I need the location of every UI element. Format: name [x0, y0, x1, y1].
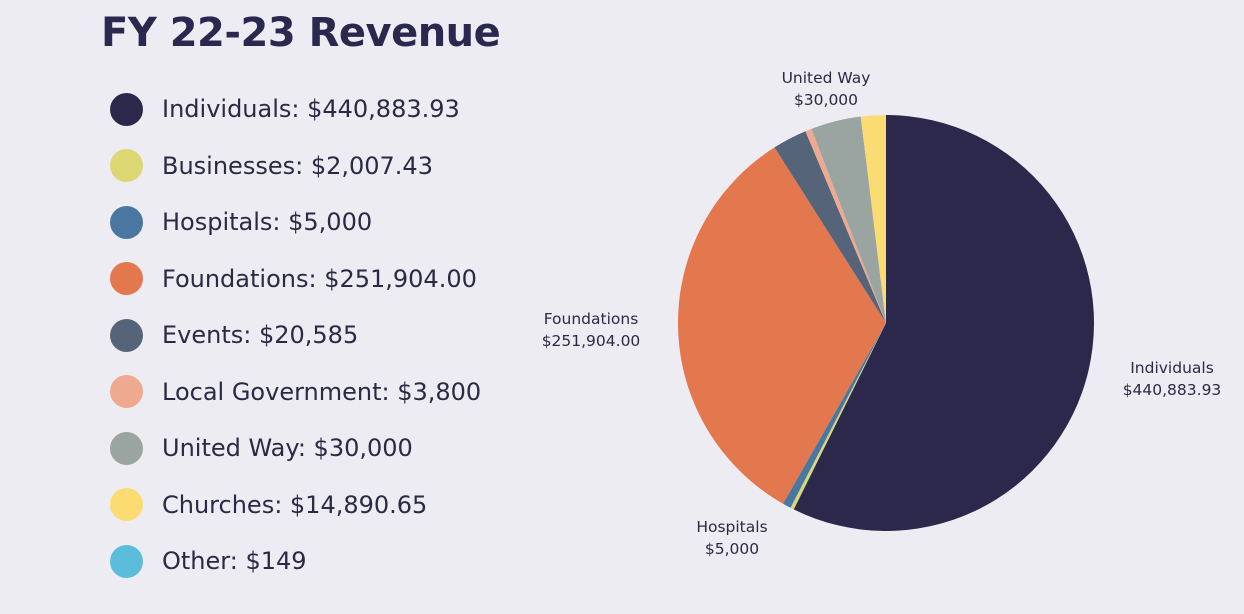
callout-united-way: United Way $30,000: [776, 67, 876, 111]
pie-slice-local-government: [805, 128, 886, 323]
pie-slice-businesses: [790, 323, 886, 510]
legend-item-hospitals: Hospitals: $5,000: [110, 194, 550, 251]
legend-label-events: Events: $20,585: [162, 321, 359, 350]
legend-swatch-united-way: [110, 431, 143, 465]
legend-swatch-hospitals: [110, 205, 143, 239]
legend-item-local-government: Local Government: $3,800: [110, 364, 550, 421]
legend-swatch-foundations: [110, 262, 143, 296]
legend-label-businesses: Businesses: $2,007.43: [162, 151, 433, 180]
legend-label-hospitals: Hospitals: $5,000: [162, 208, 373, 237]
legend: Individuals: $440,883.93 Businesses: $2,0…: [110, 81, 550, 590]
legend-item-churches: Churches: $14,890.65: [110, 477, 550, 534]
pie-slice-other: [790, 323, 886, 508]
legend-swatch-local-government: [110, 375, 143, 409]
callout-united-way-name: United Way: [781, 69, 871, 87]
legend-swatch-individuals: [110, 92, 143, 126]
pie-slice-hospitals: [782, 323, 886, 508]
callout-individuals-value: $440,883.93: [1122, 381, 1222, 399]
pie-slice-churches: [860, 115, 886, 323]
pie-slice-foundations: [678, 147, 886, 504]
legend-label-united-way: United Way: $30,000: [162, 434, 413, 463]
legend-item-individuals: Individuals: $440,883.93: [110, 81, 550, 138]
legend-label-foundations: Foundations: $251,904.00: [162, 264, 477, 293]
legend-item-united-way: United Way: $30,000: [110, 420, 550, 477]
callout-hospitals-name: Hospitals: [696, 518, 768, 536]
pie-slice-united-way: [811, 116, 886, 323]
legend-item-events: Events: $20,585: [110, 307, 550, 364]
callout-hospitals-value: $5,000: [704, 540, 760, 558]
legend-label-local-government: Local Government: $3,800: [162, 377, 482, 406]
pie-slice-events: [774, 131, 886, 323]
callout-foundations: Foundations $251,904.00: [531, 308, 651, 352]
legend-label-other: Other: $149: [162, 547, 307, 576]
callout-united-way-value: $30,000: [793, 91, 859, 109]
legend-label-churches: Churches: $14,890.65: [162, 490, 428, 519]
callout-foundations-name: Foundations: [543, 310, 639, 328]
callout-hospitals: Hospitals $5,000: [682, 516, 782, 560]
pie-slice-individuals: [793, 115, 1094, 531]
legend-item-foundations: Foundations: $251,904.00: [110, 251, 550, 308]
callout-individuals: Individuals $440,883.93: [1112, 357, 1232, 401]
legend-label-individuals: Individuals: $440,883.93: [162, 95, 460, 124]
legend-swatch-events: [110, 318, 143, 352]
callout-foundations-value: $251,904.00: [541, 332, 641, 350]
chart-title: FY 22-23 Revenue: [101, 10, 501, 56]
legend-swatch-other: [110, 544, 143, 578]
legend-item-businesses: Businesses: $2,007.43: [110, 138, 550, 195]
legend-item-other: Other: $149: [110, 533, 550, 590]
legend-swatch-businesses: [110, 149, 143, 183]
legend-swatch-churches: [110, 488, 143, 522]
callout-individuals-name: Individuals: [1130, 359, 1214, 377]
